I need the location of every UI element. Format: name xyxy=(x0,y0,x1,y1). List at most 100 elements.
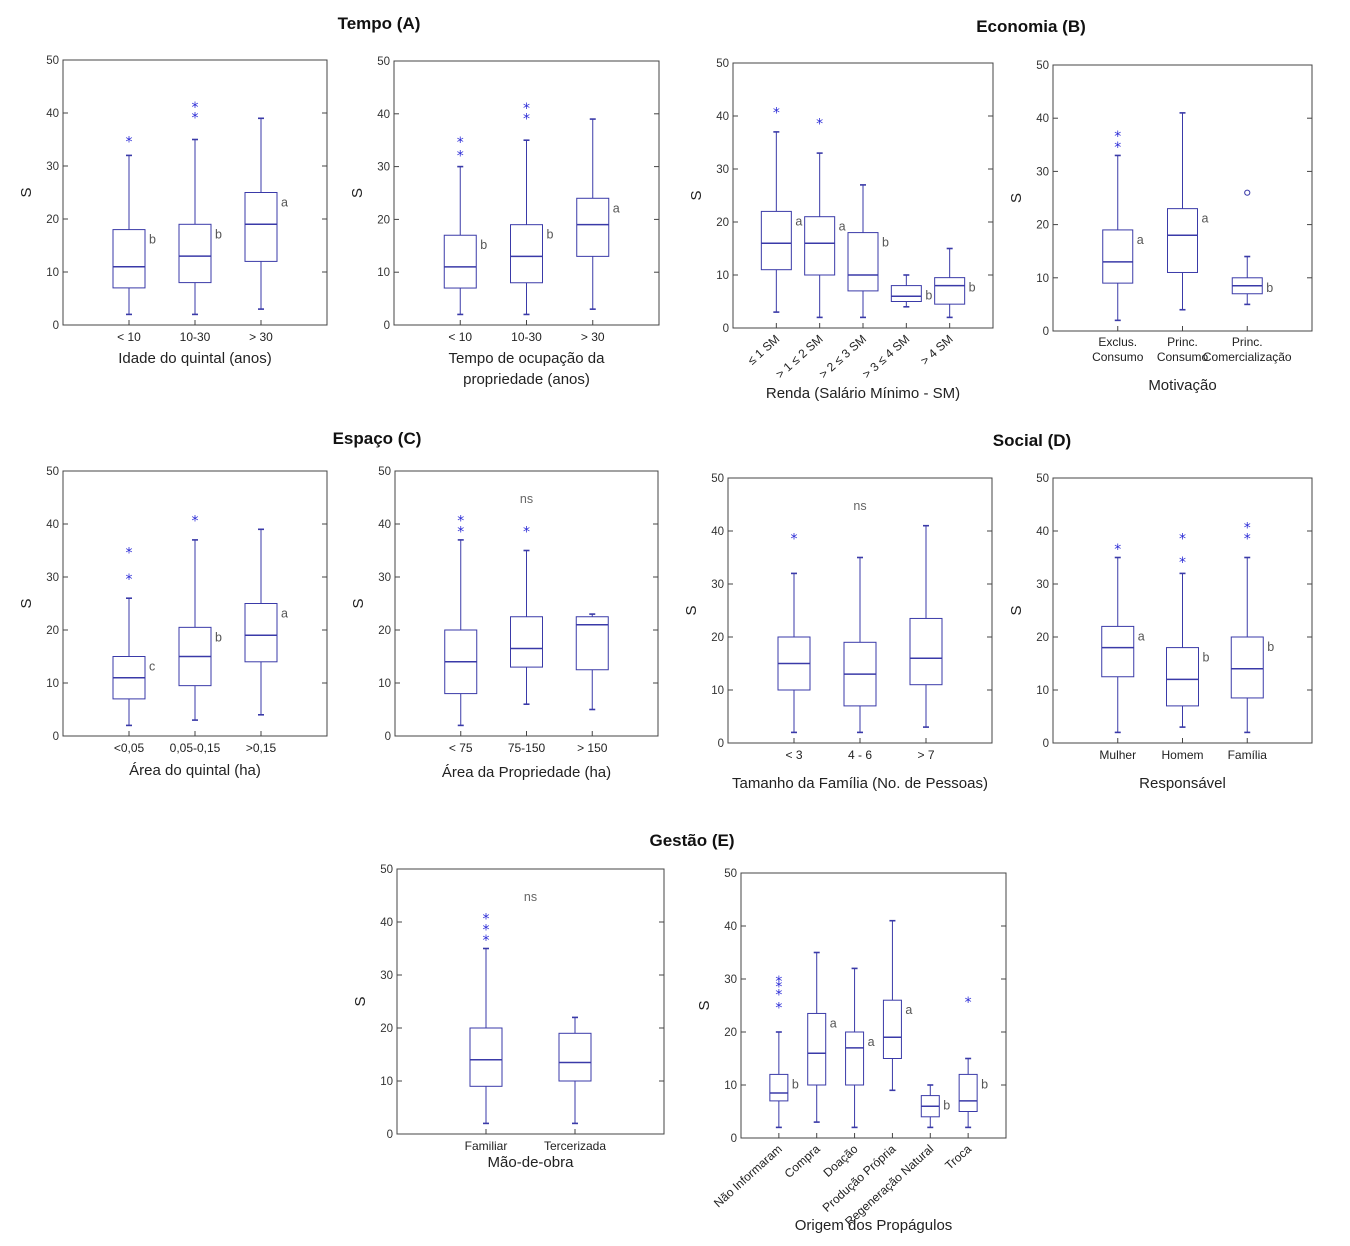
group-letter: b xyxy=(1267,640,1274,654)
y-tick-label: 0 xyxy=(53,731,59,743)
group-letter: c xyxy=(149,660,155,674)
group-letter: b xyxy=(925,289,932,303)
y-tick-label: 50 xyxy=(46,55,59,67)
outlier-point: * xyxy=(523,524,530,540)
group-letter: b xyxy=(149,233,156,247)
y-tick-label: 30 xyxy=(1036,579,1049,591)
y-tick-label: 10 xyxy=(724,1080,737,1092)
x-axis-label: propriedade (anos) xyxy=(463,371,590,388)
outlier-point: * xyxy=(1114,542,1121,558)
box-iqr xyxy=(845,1031,865,1086)
group-letter: b xyxy=(792,1077,799,1091)
box-iqr xyxy=(847,232,879,292)
y-tick-label: 10 xyxy=(46,267,59,279)
box-iqr xyxy=(934,277,966,305)
box-iqr xyxy=(1166,647,1199,707)
y-tick-label: 30 xyxy=(377,162,390,174)
outlier-point: * xyxy=(1244,521,1251,537)
outlier-point: * xyxy=(457,148,464,164)
box-iqr xyxy=(244,603,278,663)
y-tick-label: 0 xyxy=(53,320,59,332)
y-tick-label: 10 xyxy=(711,685,724,697)
y-tick-label: 40 xyxy=(1036,113,1049,125)
box-iqr xyxy=(769,1073,789,1102)
outlier-point: * xyxy=(192,514,199,530)
y-tick-label: 30 xyxy=(711,579,724,591)
box xyxy=(843,556,877,734)
category-label: Não Informaram xyxy=(711,1142,785,1210)
y-tick-label: 40 xyxy=(716,111,729,123)
category-label: Familiar xyxy=(465,1139,508,1153)
group-letter: a xyxy=(1137,233,1144,247)
y-tick-label: 50 xyxy=(716,58,729,70)
y-tick-label: 30 xyxy=(716,164,729,176)
box: ****b xyxy=(769,974,799,1129)
y-tick-label: 50 xyxy=(380,864,393,876)
y-tick-label: 0 xyxy=(384,320,390,332)
y-tick-label: 40 xyxy=(724,921,737,933)
group-letter: a xyxy=(281,607,288,621)
x-axis-label: Responsável xyxy=(1139,775,1226,792)
y-tick-label: 0 xyxy=(1043,326,1049,338)
y-axis-label: S xyxy=(349,188,366,198)
y-tick-label: 10 xyxy=(377,267,390,279)
boxplot-panel: 0 10 20 30 40 50 S Origem dos Propágulos Não Inf… xyxy=(696,868,1007,1234)
y-axis-label: S xyxy=(1008,605,1025,615)
category-label: Exclus. Consumo xyxy=(1092,335,1144,364)
group-letter: a xyxy=(281,196,288,210)
y-tick-label: 20 xyxy=(1036,220,1049,232)
y-tick-label: 50 xyxy=(1036,60,1049,72)
outlier-point: * xyxy=(816,116,823,132)
outlier-point: * xyxy=(192,111,199,127)
box: * xyxy=(510,524,543,706)
y-tick-label: 40 xyxy=(1036,526,1049,538)
y-tick-label: 0 xyxy=(1043,738,1049,750)
box-iqr xyxy=(760,210,792,271)
box: *a xyxy=(804,116,846,319)
category-label: 10-30 xyxy=(180,330,211,344)
box-iqr xyxy=(178,223,212,284)
outlier-point: * xyxy=(523,111,530,127)
y-tick-label: 20 xyxy=(46,625,59,637)
group-letter: a xyxy=(613,201,620,215)
box: * * b xyxy=(1166,531,1210,728)
category-label: < 75 xyxy=(449,741,473,755)
boxplot-panel: 0 10 20 30 40 50 S Tempo de ocupação da propried… xyxy=(349,56,660,388)
outlier-point: * xyxy=(483,922,490,938)
outlier-point: * xyxy=(457,524,464,540)
y-tick-label: 30 xyxy=(46,161,59,173)
category-label: 10-30 xyxy=(511,330,542,344)
outlier-point: * xyxy=(1244,531,1251,547)
box-iqr xyxy=(575,616,609,671)
box: b xyxy=(1231,189,1273,306)
y-tick-label: 50 xyxy=(1036,473,1049,485)
box: *** xyxy=(469,912,503,1125)
box-iqr xyxy=(909,617,943,686)
box: b xyxy=(920,1084,950,1129)
boxplot-panel: 0 10 20 30 40 50 S Área do quintal (ha) <0,05 0,0… xyxy=(18,466,328,779)
outlier-point: * xyxy=(126,135,133,151)
category-label: < 10 xyxy=(117,330,141,344)
group-letter: a xyxy=(830,1016,837,1030)
y-tick-label: 0 xyxy=(718,738,724,750)
y-tick-label: 10 xyxy=(46,678,59,690)
category-label: > 4 SM xyxy=(918,332,956,368)
box: ** xyxy=(444,514,478,727)
box-iqr xyxy=(1102,229,1134,284)
y-tick-label: 20 xyxy=(380,1023,393,1035)
box: a xyxy=(244,117,288,310)
group-letter: b xyxy=(981,1077,988,1091)
significance-annotation: ns xyxy=(520,492,533,506)
y-tick-label: 30 xyxy=(724,974,737,986)
y-tick-label: 50 xyxy=(724,868,737,880)
y-tick-label: 50 xyxy=(377,56,390,68)
box: a xyxy=(807,951,837,1123)
group-letter: a xyxy=(905,1003,912,1017)
group-letter: b xyxy=(215,227,222,241)
y-tick-label: 10 xyxy=(1036,685,1049,697)
boxplot-panel: 0 10 20 30 40 50 S Tamanho da Família (No. de P… xyxy=(683,473,993,792)
y-tick-label: 50 xyxy=(46,466,59,478)
y-tick-label: 40 xyxy=(378,519,391,531)
